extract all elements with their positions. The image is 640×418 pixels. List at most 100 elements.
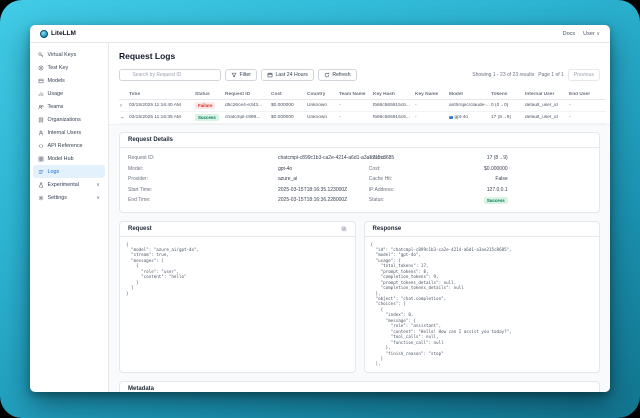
sidebar-item-label: Logs xyxy=(47,168,60,175)
response-panel-title: Response xyxy=(372,225,402,232)
user-menu[interactable]: User ∨ xyxy=(583,31,600,37)
detail-value-ip-address: 127.0.0.1 xyxy=(486,186,508,193)
sidebar-item-label: Model Hub xyxy=(47,155,74,162)
cell-cost: $0.000000 xyxy=(271,115,294,120)
settings-icon xyxy=(38,195,44,200)
sidebar: Virtual Keys Test Key Models Usage Teams… xyxy=(30,43,109,392)
sidebar-item-virtual-keys[interactable]: Virtual Keys xyxy=(33,48,105,61)
cell-internal-user: default_user_id xyxy=(525,103,558,108)
teams-icon xyxy=(38,104,44,109)
cell-country: Unknown xyxy=(307,103,327,108)
sidebar-item-logs[interactable]: Logs xyxy=(33,165,105,178)
metadata-panel-title: Metadata xyxy=(128,385,155,392)
sidebar-item-internal-users[interactable]: Internal Users xyxy=(33,126,105,139)
copy-icon xyxy=(341,226,346,231)
refresh-icon xyxy=(324,72,330,78)
request-panel-title: Request xyxy=(128,225,152,232)
cell-request-id: chatcmpl-c899... xyxy=(225,115,261,120)
cell-request-id: d5c26ce4-e343... xyxy=(225,103,263,108)
sidebar-item-settings[interactable]: Settings ∨ xyxy=(33,191,105,204)
detail-label: IP Address: xyxy=(368,186,395,193)
cell-team-name: - xyxy=(339,115,341,120)
table-header-row: Time Status Request ID Cost Country Team… xyxy=(119,89,606,100)
search-box[interactable] xyxy=(119,69,221,81)
chevron-down-icon: ∨ xyxy=(596,30,600,37)
cell-model: gpt-4o xyxy=(454,115,469,120)
detail-value-start-time: 2025-03-15T18:16:35.123000Z xyxy=(278,186,348,193)
detail-label: Start Time: xyxy=(128,186,153,193)
cell-key-name: - xyxy=(415,115,417,120)
sidebar-item-models[interactable]: Models xyxy=(33,74,105,87)
collapse-row-icon[interactable]: › xyxy=(119,116,125,119)
refresh-button-label: Refresh xyxy=(332,72,351,78)
cell-tokens: 17 (8→9) xyxy=(491,115,511,120)
request-json: { "model": "azure_ai/gpt-4o", "stream": … xyxy=(126,241,200,296)
brand-name: LiteLLM xyxy=(51,30,76,37)
col-header-key-hash: Key Hash xyxy=(373,91,395,97)
cell-cost: $0.000000 xyxy=(271,103,294,108)
detail-value-tokens: 17 (8→9) xyxy=(486,155,508,162)
page-title: Request Logs xyxy=(119,51,176,61)
cell-time: 03/15/2025 11:16:35 AM xyxy=(129,115,181,120)
sidebar-item-model-hub[interactable]: Model Hub xyxy=(33,152,105,165)
docs-link[interactable]: Docs xyxy=(562,30,576,37)
sidebar-item-label: Test Key xyxy=(47,64,69,71)
sidebar-item-test-key[interactable]: Test Key xyxy=(33,61,105,74)
filter-icon xyxy=(231,72,237,78)
calendar-icon xyxy=(267,72,273,78)
response-panel: Response { "id": "chatcmpl-c899c1b3-ca2e… xyxy=(363,220,600,373)
col-header-request-id: Request ID xyxy=(225,91,251,97)
detail-label: Provider: xyxy=(128,176,149,183)
brand: LiteLLM xyxy=(40,29,76,38)
detail-value-end-time: 2025-03-15T18:16:36.228000Z xyxy=(278,197,348,204)
navbar-right: Docs User ∨ xyxy=(563,31,600,37)
cell-country: Unknown xyxy=(307,115,327,120)
sidebar-item-label: Organizations xyxy=(47,116,81,123)
page-indicator: Page 1 of 1 xyxy=(538,72,564,78)
detail-label: Status: xyxy=(368,197,385,204)
sidebar-item-experimental[interactable]: Experimental ∨ xyxy=(33,178,105,191)
usage-icon xyxy=(38,91,44,96)
detail-value-request-id: chatcmpl-c899c1b3-ca2e-4214-a6d1-a3ae215… xyxy=(278,155,395,162)
status-badge: Failure xyxy=(195,102,216,109)
status-badge: Success xyxy=(195,114,219,121)
api-reference-icon xyxy=(38,143,44,148)
time-range-label: Last 24 Hours xyxy=(275,72,308,78)
sidebar-item-organizations[interactable]: Organizations xyxy=(33,113,105,126)
sidebar-item-label: Virtual Keys xyxy=(47,51,77,58)
status-badge: Success xyxy=(483,196,508,204)
previous-button-label: Previous xyxy=(573,72,594,78)
filter-button[interactable]: Filter xyxy=(225,69,258,81)
sidebar-item-teams[interactable]: Teams xyxy=(33,100,105,113)
test-key-icon xyxy=(38,65,44,70)
copy-button[interactable] xyxy=(341,226,347,232)
cell-time: 03/15/2025 11:16:40 AM xyxy=(129,103,181,108)
time-range-button[interactable]: Last 24 Hours xyxy=(261,69,314,81)
main-content: Request Logs Filter Last 24 Hours xyxy=(109,43,610,392)
cell-team-name: - xyxy=(339,103,341,108)
response-json: { "id": "chatcmpl-c899c1b3-ca2e-4214-a6d… xyxy=(370,241,512,367)
detail-value-cache-hit: False xyxy=(495,176,508,183)
search-input[interactable] xyxy=(132,72,216,78)
cell-tokens: 0 (0→0) xyxy=(491,103,509,108)
sidebar-item-label: Experimental xyxy=(47,181,79,188)
toolbar: Filter Last 24 Hours Refresh Showing 1 -… xyxy=(119,69,606,81)
sidebar-item-usage[interactable]: Usage xyxy=(33,87,105,100)
sidebar-item-api-reference[interactable]: API Reference xyxy=(33,139,105,152)
litellm-logo-icon xyxy=(40,29,48,38)
detail-label: End Time: xyxy=(128,197,151,204)
table-row-expanded[interactable]: › 03/15/2025 11:16:35 AM Success chatcmp… xyxy=(119,112,606,124)
refresh-button[interactable]: Refresh xyxy=(317,69,357,81)
request-details-title: Request Details xyxy=(128,137,174,143)
previous-page-button[interactable]: Previous xyxy=(567,69,600,81)
expand-row-icon[interactable]: › xyxy=(120,102,122,109)
cell-key-hash: fb66c565915c6... xyxy=(373,115,410,120)
col-header-time: Time xyxy=(129,91,141,97)
table-row[interactable]: › 03/15/2025 11:16:40 AM Failure d5c26ce… xyxy=(119,100,606,112)
cell-end-user: - xyxy=(569,103,571,108)
sidebar-item-label: Internal Users xyxy=(47,129,82,136)
detail-label: Request ID: xyxy=(128,155,155,162)
experimental-icon xyxy=(38,182,44,188)
col-header-key-name: Key Name xyxy=(415,91,439,97)
cell-key-hash: fb66c565915c6... xyxy=(373,103,410,108)
